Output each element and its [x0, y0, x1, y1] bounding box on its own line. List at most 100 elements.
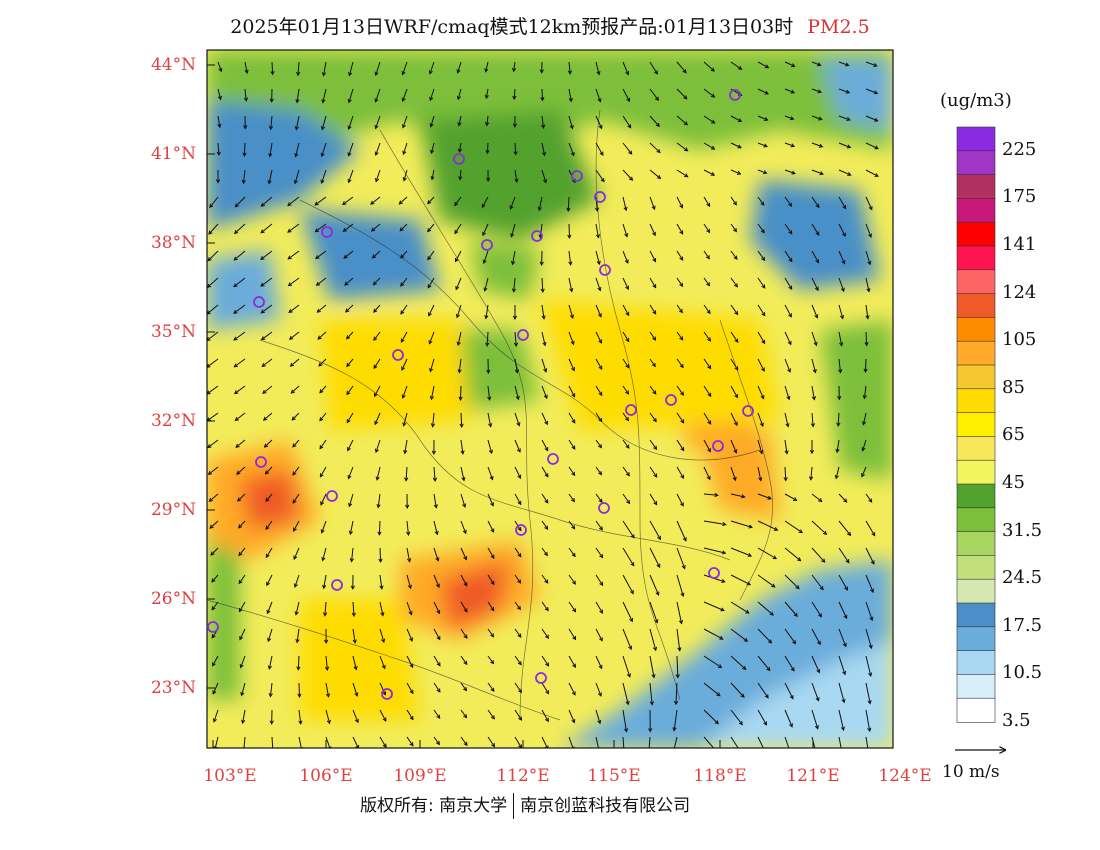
wind-arrow-head — [490, 715, 495, 720]
wind-arrow — [406, 574, 412, 589]
wind-arrow — [757, 61, 769, 69]
wind-arrow-head — [722, 521, 727, 527]
wind-arrow-head — [570, 497, 575, 503]
wind-arrow-head — [481, 203, 486, 209]
wind-arrow-head — [797, 557, 802, 562]
wind-arrow-head — [845, 89, 851, 94]
wind-arrow-head — [766, 666, 771, 672]
wind-arrow-head — [238, 524, 243, 529]
colorbar-swatch — [956, 293, 996, 319]
wind-arrow — [595, 655, 603, 669]
wind-arrow-head — [747, 553, 753, 557]
wind-arrow — [784, 574, 800, 589]
wind-arrow-head — [798, 529, 804, 534]
wind-arrow-head — [809, 449, 815, 455]
colorbar-swatch — [956, 364, 996, 390]
wind-arrow — [294, 169, 300, 184]
wind-arrow-head — [510, 233, 515, 238]
wind-arrow-head — [427, 200, 432, 205]
wind-arrow — [403, 412, 408, 426]
wind-arrow-head — [630, 534, 635, 539]
wind-arrow-head — [212, 662, 216, 667]
lat-label-26: 26°N — [150, 589, 196, 609]
wind-arrow — [261, 358, 273, 367]
wind-arrow — [838, 628, 847, 647]
wind-arrow-head — [544, 606, 549, 612]
wind-arrow — [835, 466, 840, 479]
wind-arrow-head — [680, 391, 685, 396]
wind-arrow — [292, 466, 300, 476]
wind-arrow — [811, 115, 822, 120]
wind-arrow — [784, 142, 795, 147]
wind-arrow-head — [239, 663, 244, 669]
wind-arrow — [541, 88, 544, 101]
wind-arrow — [703, 439, 711, 452]
wind-arrow — [207, 250, 219, 262]
pollutant-species: PM2.5 — [807, 16, 870, 38]
wind-arrow-head — [793, 497, 798, 501]
wind-arrow — [460, 439, 464, 454]
wind-arrow-head — [679, 256, 684, 261]
wind-arrow — [458, 142, 462, 153]
wind-arrow — [352, 655, 357, 670]
wind-arrow — [459, 169, 462, 180]
wind-arrow-head — [679, 282, 684, 288]
wind-arrow-head — [769, 611, 774, 616]
wind-arrow-head — [680, 592, 685, 598]
wind-arrow-head — [287, 228, 292, 233]
wind-arrow-head — [874, 145, 879, 150]
wind-arrow-head — [682, 69, 687, 74]
wind-arrow — [568, 250, 572, 265]
wind-arrow — [294, 574, 300, 588]
wind-arrow — [375, 169, 381, 182]
wind-arrow — [266, 601, 273, 614]
wind-arrow-head — [321, 557, 326, 562]
wind-arrow — [346, 331, 354, 340]
wind-arrow-head — [597, 286, 602, 292]
wind-arrow — [269, 142, 273, 157]
wind-arrow-head — [847, 531, 852, 537]
wind-arrow — [784, 304, 792, 318]
wind-arrow — [262, 385, 273, 394]
wind-arrow — [622, 628, 632, 650]
wind-arrow-head — [758, 477, 763, 482]
wind-arrow — [730, 331, 739, 343]
wind-arrow-head — [572, 580, 576, 585]
wind-arrow-head — [544, 499, 549, 504]
wind-arrow — [379, 601, 384, 616]
wind-arrow-head — [707, 365, 712, 370]
wind-arrow-head — [651, 674, 656, 679]
wind-arrow — [568, 628, 576, 640]
wind-arrow-head — [381, 638, 386, 644]
wind-arrow-head — [490, 580, 495, 586]
colorbar — [956, 126, 996, 723]
wind-arrow — [485, 88, 489, 99]
wind-arrow-head — [863, 368, 868, 374]
wind-arrow-head — [314, 201, 319, 206]
wind-arrow — [757, 196, 765, 206]
wind-arrow — [265, 547, 273, 558]
wind-arrow-head — [598, 365, 603, 371]
wind-arrow — [730, 547, 752, 557]
wind-arrow-head — [233, 390, 239, 395]
wind-arrow-head — [217, 123, 222, 129]
wind-arrow — [784, 466, 787, 481]
wind-arrow — [460, 736, 468, 746]
wind-arrow — [703, 601, 725, 611]
wind-arrow — [757, 655, 771, 671]
wind-arrow-head — [374, 71, 379, 77]
wind-arrow-head — [234, 416, 239, 422]
wind-arrow-head — [544, 525, 549, 530]
wind-arrow-head — [788, 202, 793, 207]
wind-arrow — [352, 709, 359, 723]
wind-arrow-head — [288, 309, 293, 314]
wind-arrow — [316, 304, 327, 313]
wind-arrow-head — [484, 315, 489, 320]
wind-arrow-head — [483, 287, 488, 292]
wind-arrow — [622, 115, 632, 128]
wind-arrow-head — [241, 179, 246, 185]
wind-arrow — [836, 439, 840, 453]
wind-arrow — [568, 709, 575, 723]
wind-arrow-head — [400, 254, 405, 259]
wind-arrow-head — [706, 282, 711, 287]
